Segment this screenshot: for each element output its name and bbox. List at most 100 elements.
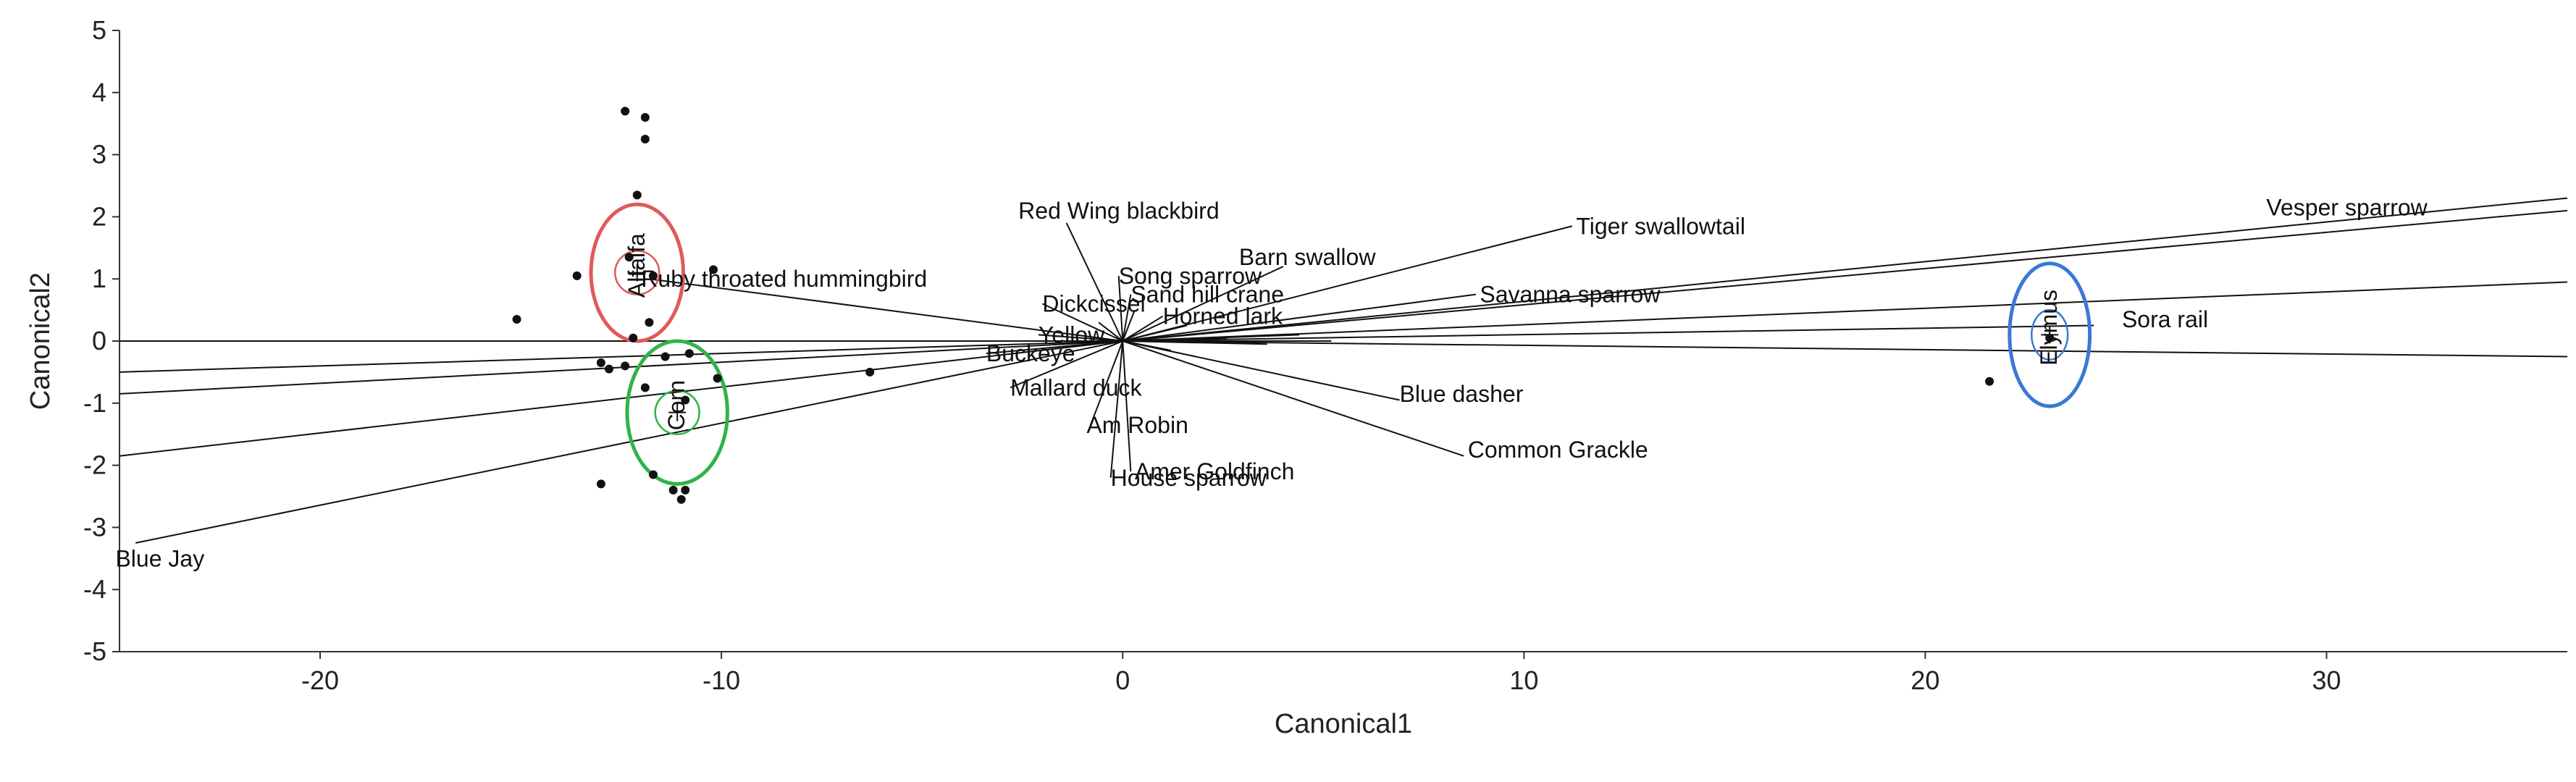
y-tick-label: -3 bbox=[83, 512, 106, 542]
data-point bbox=[668, 485, 678, 495]
data-point bbox=[676, 495, 686, 504]
x-tick-label: -10 bbox=[702, 665, 740, 695]
group-ellipses: Alfalfa Corn Elymus bbox=[589, 202, 2092, 486]
y-axis-ticks: 5 4 3 2 1 0 -1 -2 -3 -4 -5 bbox=[83, 15, 119, 666]
vector-ray bbox=[1122, 309, 1136, 342]
vector-label: Mallard duck bbox=[1010, 374, 1142, 400]
y-tick-label: -1 bbox=[83, 388, 106, 418]
data-point bbox=[713, 374, 722, 383]
vector-label: Vesper sparrow bbox=[2266, 195, 2428, 221]
vector-ray bbox=[1122, 294, 1132, 342]
group-outer-ellipse bbox=[625, 339, 729, 486]
data-point bbox=[648, 470, 658, 479]
x-tick-label: -20 bbox=[301, 665, 339, 695]
vector-label: Ruby throated hummingbird bbox=[641, 266, 927, 292]
group-label: Alfalfa bbox=[624, 233, 650, 298]
vector-ray bbox=[1123, 324, 1188, 342]
y-axis-title: Canonical2 bbox=[25, 272, 56, 410]
vector-label: Red Wing blackbird bbox=[1018, 198, 1219, 224]
vector-ray bbox=[1065, 222, 1124, 342]
y-tick-label: 3 bbox=[92, 140, 106, 169]
vector-ray bbox=[1123, 281, 2567, 342]
vector-label: House sparrow bbox=[1111, 465, 1267, 491]
data-point bbox=[1985, 377, 1994, 386]
vector-ray bbox=[1123, 340, 1400, 401]
vector-ray bbox=[1122, 340, 1464, 457]
vector-label: Dickcissel bbox=[1042, 291, 1145, 317]
group-inner-ellipse bbox=[614, 250, 660, 295]
data-point bbox=[660, 352, 670, 361]
data-point bbox=[512, 314, 521, 324]
x-tick-label: 30 bbox=[2312, 665, 2341, 695]
group-outer-ellipse bbox=[2007, 261, 2092, 408]
data-point bbox=[684, 349, 694, 358]
vector-label: Yellow bbox=[1039, 321, 1105, 348]
data-point bbox=[681, 485, 690, 495]
vector-ray bbox=[1123, 209, 2567, 342]
vector-ray bbox=[1042, 303, 1123, 342]
vector-label: Amer Goldfinch bbox=[1135, 458, 1295, 484]
vector-ray bbox=[1089, 340, 1124, 426]
data-points bbox=[512, 106, 2055, 504]
y-tick-label: -5 bbox=[83, 636, 106, 666]
vector-ray bbox=[1010, 340, 1123, 389]
vector-label: Blue dasher bbox=[1400, 381, 1524, 407]
group-inner-ellipse bbox=[2031, 308, 2069, 361]
data-point bbox=[865, 367, 875, 377]
vector-label: Song sparrow bbox=[1119, 263, 1262, 289]
vector-label: Savanna sparrow bbox=[1480, 282, 1661, 308]
vector-ray bbox=[1117, 275, 1124, 342]
vector-labels: Vesper sparrow Tiger swallowtail Barn swal… bbox=[115, 195, 2428, 572]
data-point bbox=[572, 271, 582, 280]
x-tick-label: 20 bbox=[1910, 665, 1939, 695]
vector-label: Horned lark bbox=[1163, 303, 1283, 329]
vector-label: Blue Jay bbox=[115, 545, 204, 571]
data-point bbox=[596, 479, 605, 489]
data-point bbox=[2045, 333, 2055, 342]
vector-ray bbox=[1098, 321, 1123, 342]
vector-ray bbox=[1123, 340, 1171, 351]
data-point bbox=[624, 253, 634, 262]
data-point bbox=[632, 190, 642, 200]
data-point bbox=[709, 265, 718, 274]
y-tick-label: 0 bbox=[92, 326, 106, 356]
vector-label: Common Grackle bbox=[1468, 437, 1648, 463]
x-axis-title: Canonical1 bbox=[1275, 709, 1412, 739]
y-tick-label: 1 bbox=[92, 264, 106, 293]
vector-ray bbox=[1122, 225, 1573, 342]
vector-label: Tiger swallowtail bbox=[1576, 213, 1745, 239]
vector-ray bbox=[1122, 340, 1132, 472]
data-point bbox=[605, 364, 613, 374]
data-point bbox=[629, 333, 638, 342]
vector-ray bbox=[135, 340, 1123, 544]
vector-ray bbox=[1123, 340, 2567, 358]
y-tick-label: -2 bbox=[83, 450, 106, 480]
y-tick-label: 5 bbox=[92, 15, 106, 45]
data-point bbox=[645, 318, 654, 327]
data-point bbox=[621, 106, 630, 116]
vector-ray bbox=[119, 340, 1123, 457]
data-point bbox=[681, 395, 690, 405]
vector-ray bbox=[1122, 315, 1164, 342]
vector-ray bbox=[1109, 340, 1124, 478]
data-point bbox=[640, 113, 650, 122]
vector-ray bbox=[1038, 334, 1123, 342]
data-point bbox=[621, 361, 630, 371]
vector-ray bbox=[1123, 197, 2567, 342]
x-tick-label: 0 bbox=[1115, 665, 1130, 695]
vector-ray bbox=[649, 278, 1123, 342]
vector-label: Buckeye bbox=[986, 340, 1075, 366]
vector-label: Sora rail bbox=[2122, 306, 2208, 332]
vector-ray bbox=[1123, 334, 1300, 342]
group-label: Elymus bbox=[2036, 290, 2062, 366]
vector-ray bbox=[1123, 324, 2094, 342]
data-point bbox=[596, 358, 605, 368]
vector-ray bbox=[1122, 266, 1284, 342]
vector-label: Barn swallow bbox=[1239, 244, 1376, 270]
group-inner-ellipse bbox=[654, 390, 700, 435]
data-point bbox=[640, 383, 650, 392]
x-tick-label: 10 bbox=[1509, 665, 1538, 695]
y-tick-label: 4 bbox=[92, 77, 106, 107]
x-axis-ticks: -20 -10 0 10 20 30 bbox=[301, 652, 2341, 695]
